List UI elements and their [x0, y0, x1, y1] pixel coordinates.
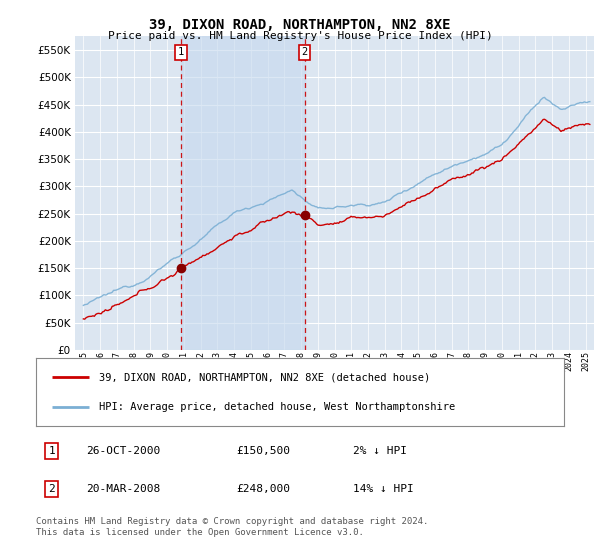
Text: 26-OCT-2000: 26-OCT-2000: [86, 446, 160, 456]
Text: 2: 2: [302, 48, 308, 57]
Text: Contains HM Land Registry data © Crown copyright and database right 2024.
This d: Contains HM Land Registry data © Crown c…: [36, 517, 428, 536]
Text: 1: 1: [178, 48, 184, 57]
Bar: [181, 36, 305, 350]
Text: 2: 2: [49, 484, 55, 494]
Text: 14% ↓ HPI: 14% ↓ HPI: [353, 484, 413, 494]
Text: £248,000: £248,000: [236, 484, 290, 494]
Text: 39, DIXON ROAD, NORTHAMPTON, NN2 8XE: 39, DIXON ROAD, NORTHAMPTON, NN2 8XE: [149, 18, 451, 32]
Text: Price paid vs. HM Land Registry's House Price Index (HPI): Price paid vs. HM Land Registry's House …: [107, 31, 493, 41]
Text: £150,500: £150,500: [236, 446, 290, 456]
Text: 2% ↓ HPI: 2% ↓ HPI: [353, 446, 407, 456]
Text: 20-MAR-2008: 20-MAR-2008: [86, 484, 160, 494]
Text: 39, DIXON ROAD, NORTHAMPTON, NN2 8XE (detached house): 39, DIXON ROAD, NORTHAMPTON, NN2 8XE (de…: [100, 372, 431, 382]
Text: HPI: Average price, detached house, West Northamptonshire: HPI: Average price, detached house, West…: [100, 402, 455, 412]
Text: 1: 1: [49, 446, 55, 456]
